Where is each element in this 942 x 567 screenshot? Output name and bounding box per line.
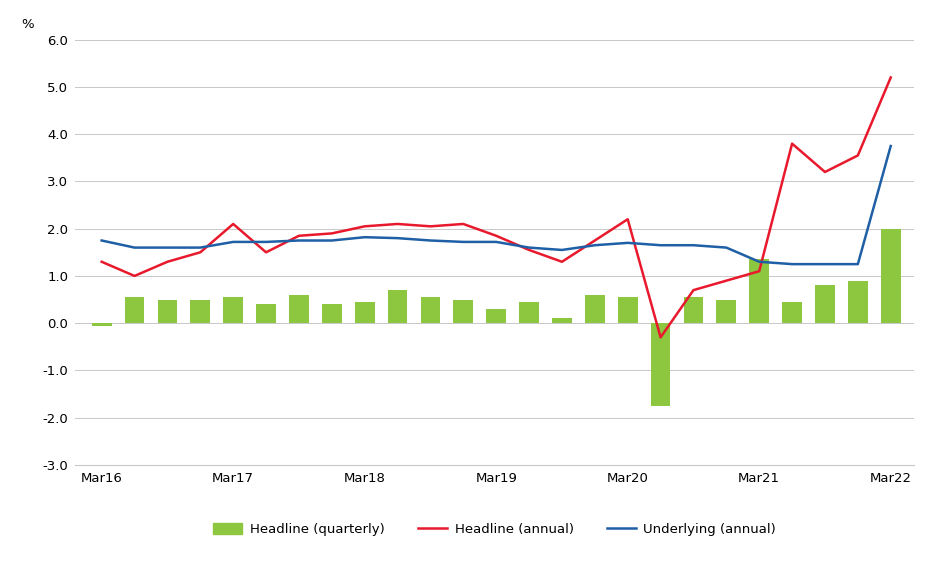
Bar	[91, 323, 111, 325]
Bar	[881, 229, 901, 323]
Bar	[815, 285, 835, 323]
Bar	[585, 295, 605, 323]
Text: %: %	[21, 18, 34, 31]
Legend: Headline (quarterly), Headline (annual), Underlying (annual): Headline (quarterly), Headline (annual),…	[207, 517, 782, 541]
Bar	[355, 302, 375, 323]
Bar	[848, 281, 868, 323]
Bar	[782, 302, 802, 323]
Bar	[749, 260, 769, 323]
Bar	[552, 319, 572, 323]
Bar	[190, 299, 210, 323]
Bar	[289, 295, 309, 323]
Bar	[256, 304, 276, 323]
Bar	[322, 304, 342, 323]
Bar	[420, 297, 440, 323]
Bar	[223, 297, 243, 323]
Bar	[717, 299, 737, 323]
Bar	[124, 297, 144, 323]
Bar	[651, 323, 671, 406]
Bar	[618, 297, 638, 323]
Bar	[486, 309, 506, 323]
Bar	[519, 302, 539, 323]
Bar	[453, 299, 473, 323]
Bar	[684, 297, 704, 323]
Bar	[157, 299, 177, 323]
Bar	[388, 290, 408, 323]
